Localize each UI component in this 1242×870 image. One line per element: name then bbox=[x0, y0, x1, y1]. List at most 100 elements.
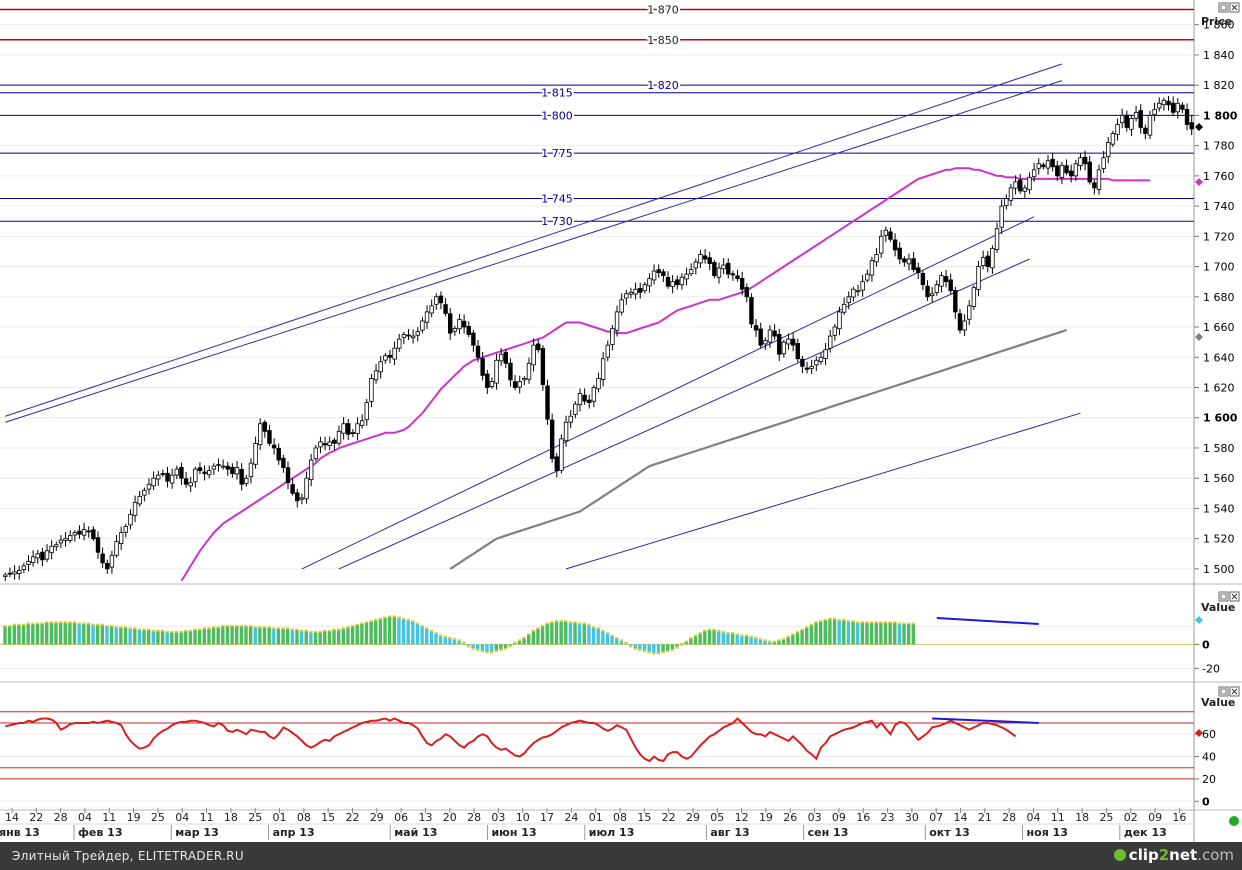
osc-bar-cap bbox=[508, 645, 512, 648]
candle-up bbox=[114, 541, 119, 556]
candle-up bbox=[137, 495, 142, 505]
osc-bar bbox=[323, 631, 327, 645]
osc-bar bbox=[114, 627, 118, 645]
x-day-label: 15 bbox=[637, 811, 651, 824]
candle-down bbox=[656, 269, 661, 274]
osc-bar-cap bbox=[633, 648, 637, 650]
osc-bar-cap bbox=[323, 629, 327, 632]
osc-bar bbox=[786, 637, 790, 645]
level-label: 1 850 bbox=[647, 34, 679, 47]
restore-icon[interactable] bbox=[1218, 2, 1229, 13]
osc-bar bbox=[286, 628, 290, 645]
osc-bar-cap bbox=[832, 617, 837, 620]
osc-bar bbox=[216, 627, 220, 645]
panel-close-icon[interactable] bbox=[1229, 591, 1240, 602]
candle-up bbox=[698, 254, 703, 264]
osc-bar bbox=[809, 625, 814, 645]
osc-bar bbox=[661, 644, 665, 652]
osc-bar-cap bbox=[638, 649, 642, 651]
y-tick-label: 1 540 bbox=[1203, 502, 1235, 515]
candle-up bbox=[642, 284, 648, 292]
osc-bar bbox=[211, 627, 216, 645]
x-month-label: авг 13 bbox=[710, 826, 749, 839]
x-month-label: фев 13 bbox=[78, 826, 122, 839]
panel-close-icon[interactable] bbox=[1229, 686, 1240, 697]
candle-down bbox=[545, 385, 550, 420]
clip2net-logo[interactable]: clip2net.com bbox=[1113, 846, 1234, 864]
candle-down bbox=[485, 373, 490, 388]
candle-down bbox=[925, 285, 930, 298]
osc-bar bbox=[693, 636, 698, 645]
osc-bar-cap bbox=[114, 626, 118, 628]
osc-bar-cap bbox=[397, 616, 401, 619]
candle-up bbox=[142, 489, 147, 496]
osc-bar-cap bbox=[332, 628, 336, 631]
osc-bar-cap bbox=[740, 634, 744, 637]
osc-bar-cap bbox=[568, 621, 573, 624]
osc-bar-cap bbox=[582, 622, 586, 625]
price-levels: 1 870 1 850 1 820 1 815 1 800 1 775 1 745 1 730 bbox=[0, 2, 1194, 230]
osc-bar bbox=[842, 620, 846, 645]
candle-down bbox=[285, 467, 291, 484]
osc-bar-cap bbox=[281, 627, 285, 630]
osc-bar bbox=[253, 627, 257, 645]
candle-up bbox=[457, 319, 462, 330]
x-month-label: апр 13 bbox=[273, 826, 315, 839]
candle-up bbox=[420, 320, 425, 331]
osc-bar bbox=[879, 622, 883, 645]
candle-up bbox=[1059, 164, 1065, 178]
osc-bar-cap bbox=[564, 620, 568, 622]
candle-down bbox=[707, 257, 712, 264]
osc-bar-cap bbox=[457, 639, 461, 642]
osc-bar-cap bbox=[211, 626, 216, 628]
restore-icon[interactable] bbox=[1218, 591, 1229, 602]
x-month-label: май 13 bbox=[394, 826, 437, 839]
panel-close-icon[interactable] bbox=[1229, 2, 1240, 13]
osc-bar-cap bbox=[795, 630, 800, 633]
x-day-label: 28 bbox=[54, 811, 68, 824]
candle-up bbox=[17, 570, 22, 575]
candle-down bbox=[772, 330, 777, 337]
candle-up bbox=[1008, 187, 1014, 201]
osc-bar bbox=[360, 624, 364, 645]
candle-down bbox=[1124, 114, 1130, 128]
restore-icon[interactable] bbox=[1218, 686, 1229, 697]
osc-bar bbox=[86, 624, 91, 645]
osc-bar bbox=[174, 632, 179, 645]
y-tick-label: 1 780 bbox=[1203, 140, 1235, 153]
ma-fast-marker-diamond-icon bbox=[1195, 178, 1203, 186]
candle-down bbox=[735, 275, 740, 280]
osc-bar bbox=[156, 631, 160, 645]
x-day-label: 04 bbox=[1026, 811, 1040, 824]
x-day-label: 04 bbox=[78, 811, 92, 824]
x-axis-months: янв 13 фев 13 мар 13 апр 13 май 13 июн 13 июл … bbox=[0, 825, 1167, 840]
panel-restore-icon[interactable] bbox=[1218, 686, 1229, 697]
x-day-label: 24 bbox=[564, 811, 578, 824]
osc-bar bbox=[346, 627, 350, 645]
candle-up bbox=[628, 291, 634, 295]
x-day-label: 03 bbox=[491, 811, 505, 824]
osc-bar-cap bbox=[869, 621, 874, 624]
osc-bar bbox=[179, 632, 183, 645]
osc-bar-cap bbox=[902, 622, 906, 625]
osc-bar-cap bbox=[290, 628, 295, 631]
close-icon-x bbox=[1231, 688, 1238, 695]
panel-restore-icon[interactable] bbox=[1218, 591, 1229, 602]
panel-restore-icon[interactable] bbox=[1218, 2, 1229, 13]
osc-bar-cap bbox=[374, 618, 378, 621]
osc-bar bbox=[364, 622, 369, 645]
osc-bar bbox=[188, 631, 193, 645]
logo-prefix: clip bbox=[1128, 846, 1159, 864]
osc-bar bbox=[387, 616, 392, 645]
osc-bar bbox=[336, 630, 341, 645]
osc-bar-cap bbox=[503, 648, 508, 650]
osc-bar-cap bbox=[800, 628, 804, 631]
candle-up bbox=[1115, 124, 1120, 135]
candle-up bbox=[526, 362, 532, 380]
candle-up bbox=[1157, 102, 1162, 109]
osc-bar bbox=[633, 644, 637, 648]
candle-up bbox=[517, 381, 522, 388]
candle-up bbox=[336, 430, 342, 444]
osc-bar-cap bbox=[693, 634, 698, 637]
candle-up bbox=[146, 483, 152, 490]
